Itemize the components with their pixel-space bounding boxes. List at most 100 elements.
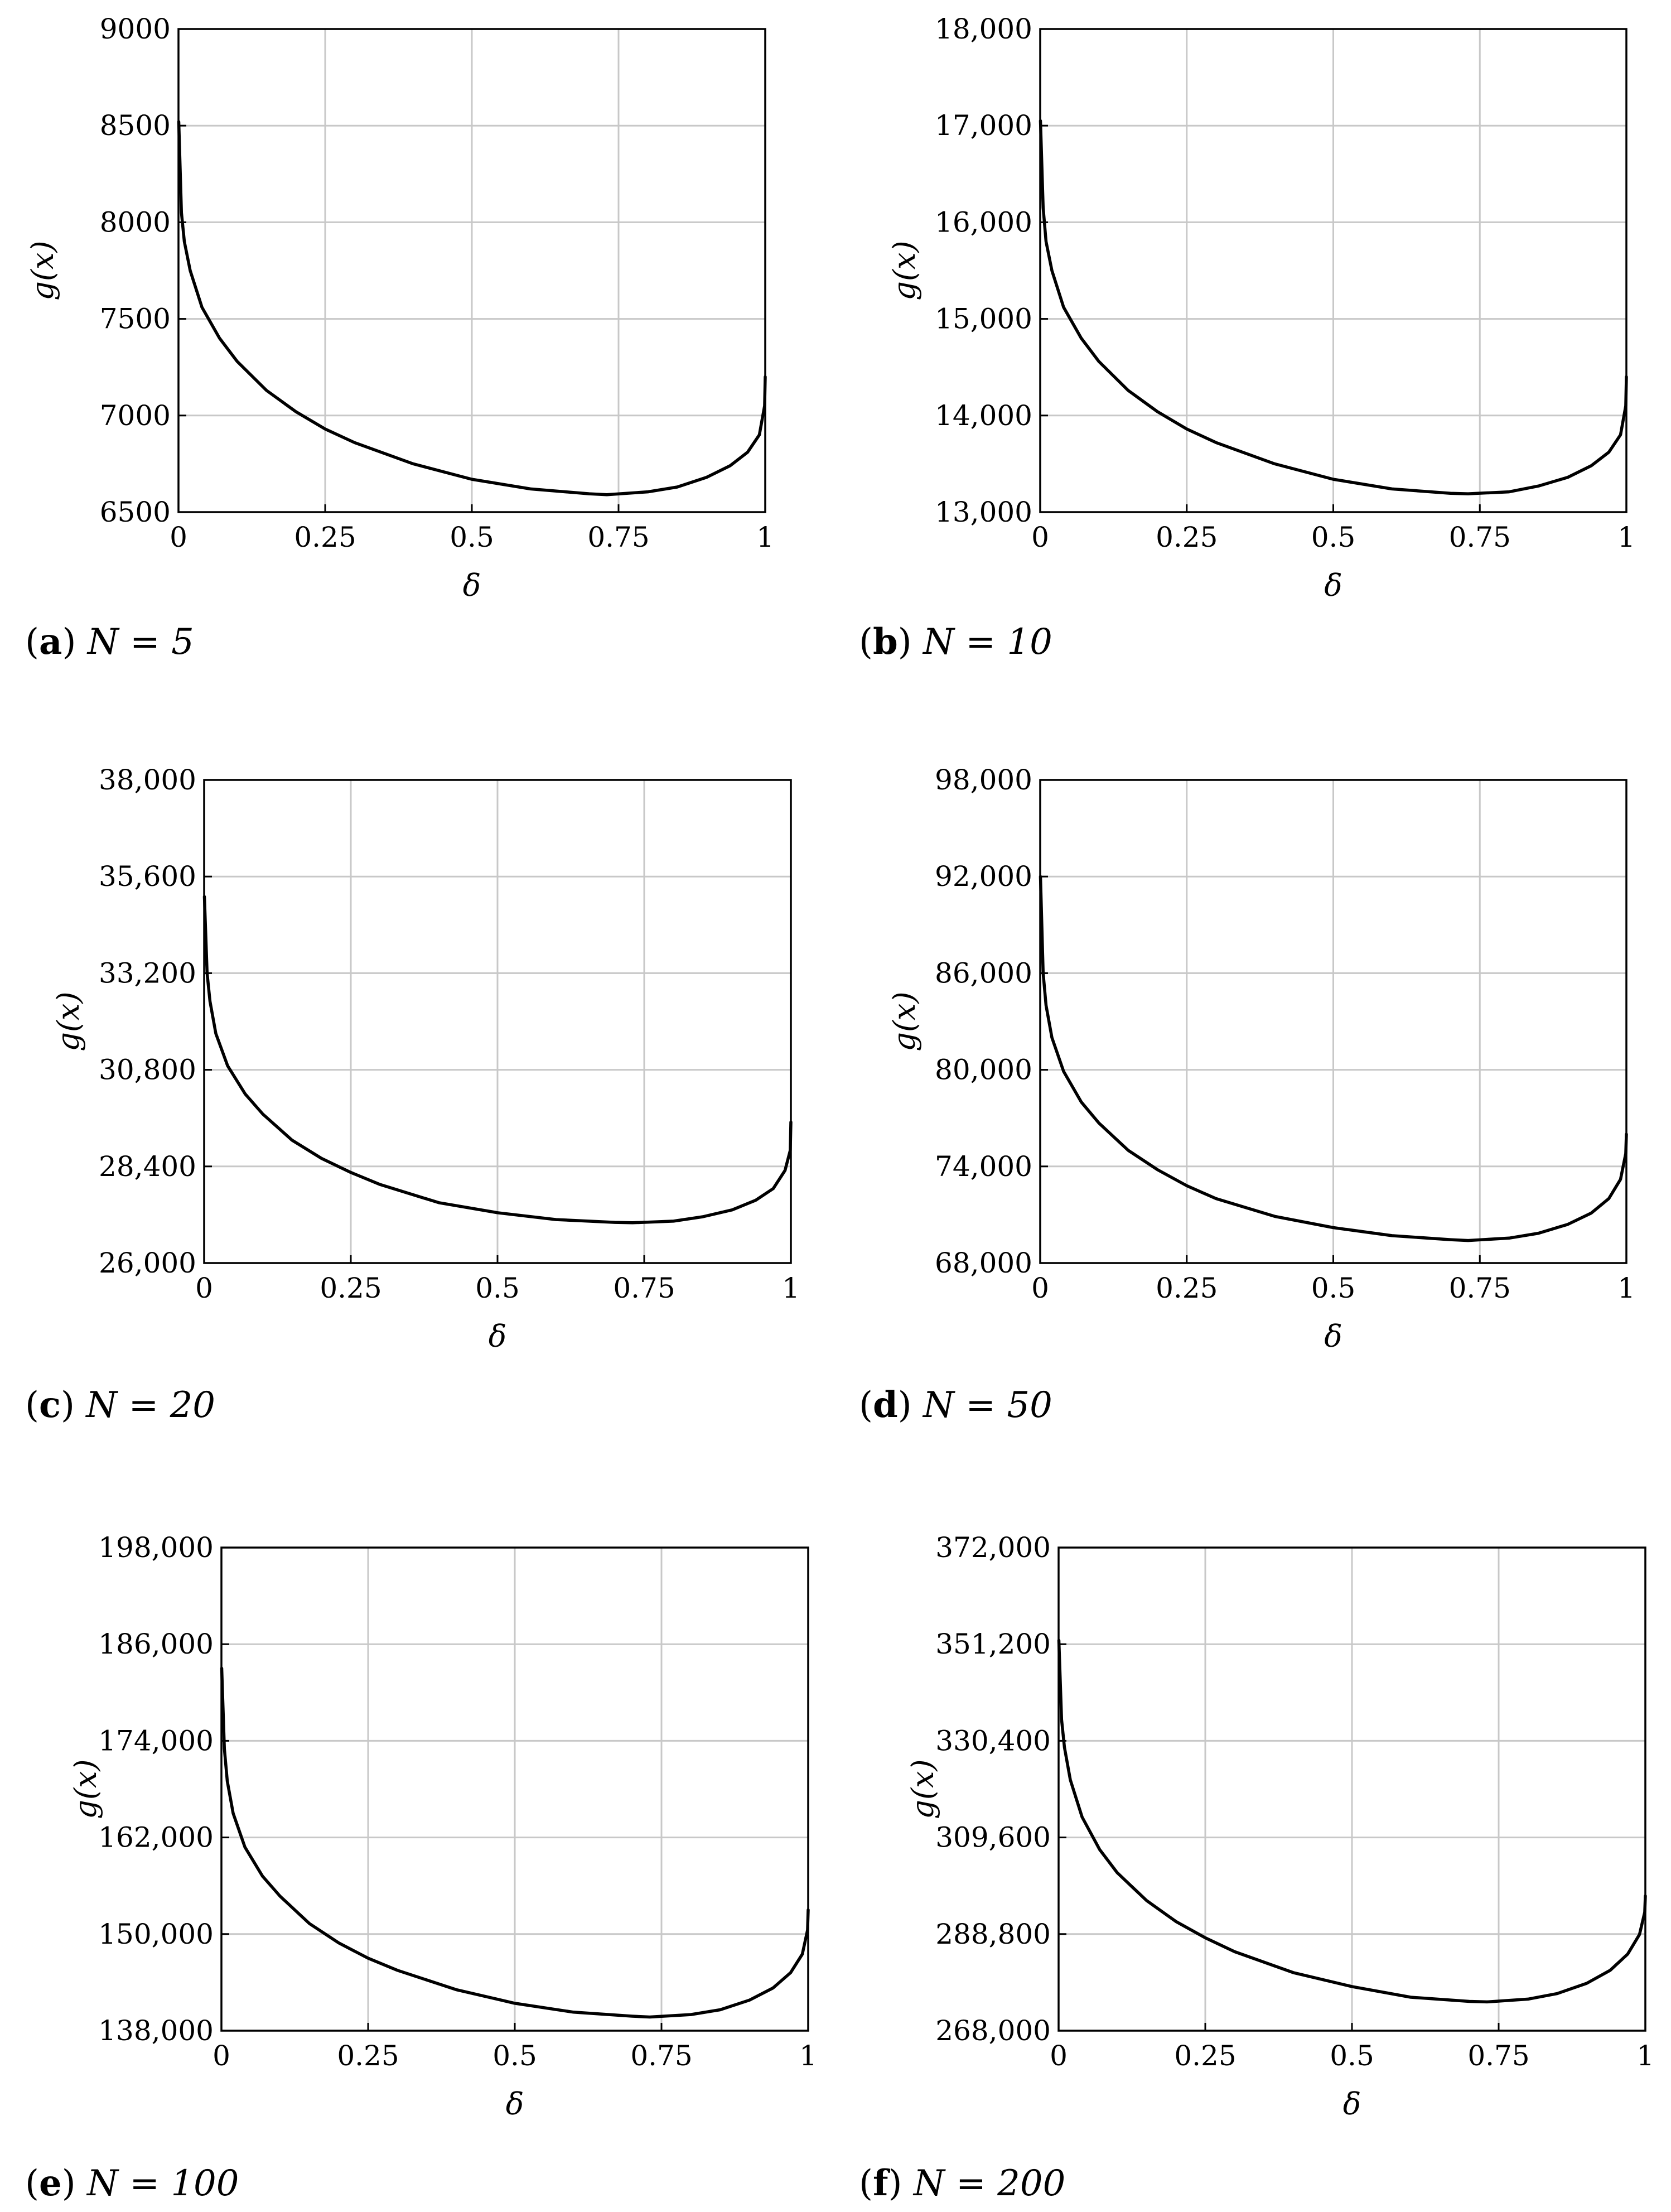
x-tick-label: 1 <box>799 2040 817 2072</box>
y-tick-label: 7000 <box>100 399 171 432</box>
caption-paren-close: ) <box>898 621 923 663</box>
y-tick-label: 268,000 <box>935 2015 1051 2047</box>
caption-paren-open: ( <box>25 621 39 663</box>
y-tick-label: 288,800 <box>935 1918 1051 1950</box>
caption-paren-open: ( <box>859 1385 873 1426</box>
x-tick-label: 0.75 <box>587 521 649 553</box>
series-line-b <box>1039 119 1628 495</box>
panel-d: 0 0.25 0.5 0.75 1 68,000 74,000 80,000 86,000 92,… <box>859 764 1635 1426</box>
x-axis-label: δ <box>1324 568 1342 603</box>
caption-paren-close: ) <box>62 621 87 663</box>
y-axis-label: g(x) <box>887 240 922 300</box>
panel-caption: (b) N = 10 <box>859 621 1052 663</box>
x-axis-label: δ <box>1343 2086 1361 2122</box>
caption-label: d <box>873 1384 898 1426</box>
y-tick-label: 7500 <box>100 303 171 335</box>
x-tick-label: 0.75 <box>630 2040 692 2072</box>
panel-a: 0 0.25 0.5 0.75 1 6500 7000 7500 8000 8500 9000 δ g(… <box>25 13 774 663</box>
caption-text: N = 5 <box>86 621 194 663</box>
panel-b: 0 0.25 0.5 0.75 1 13,000 14,000 15,000 16,000 17,… <box>859 13 1635 663</box>
x-axis-label: δ <box>1324 1319 1342 1354</box>
x-tick-label: 0.75 <box>1467 2040 1529 2072</box>
caption-text: N = 200 <box>912 2163 1065 2204</box>
y-tick-label: 86,000 <box>935 957 1032 989</box>
series-line-a <box>177 120 767 497</box>
x-tick-label: 0.5 <box>450 521 494 553</box>
caption-text: N = 100 <box>86 2163 239 2204</box>
y-tick-label: 174,000 <box>98 1724 214 1757</box>
plot-frame <box>1039 779 1627 1264</box>
y-tick-label: 18,000 <box>935 13 1032 45</box>
series-line-e <box>220 1666 810 2019</box>
y-tick-label: 309,600 <box>935 1821 1051 1854</box>
series-line-d <box>1039 875 1628 1242</box>
y-axis-label: g(x) <box>51 991 86 1051</box>
x-tick-label: 0.25 <box>337 2040 399 2072</box>
x-tick-label: 0.5 <box>1311 1272 1356 1304</box>
x-tick-label: 0.25 <box>1156 521 1218 553</box>
caption-paren-close: ) <box>61 1385 86 1426</box>
caption-paren-open: ( <box>859 621 873 663</box>
x-tick-label: 1 <box>756 521 774 553</box>
x-tick-label: 0.75 <box>1449 521 1511 553</box>
x-tick-label: 0.25 <box>1174 2040 1236 2072</box>
y-tick-label: 16,000 <box>935 206 1032 238</box>
y-tick-label: 26,000 <box>99 1247 196 1279</box>
y-tick-label: 372,000 <box>935 1531 1051 1564</box>
caption-paren-open: ( <box>859 2163 873 2204</box>
y-tick-label: 28,400 <box>99 1150 196 1183</box>
x-tick-label: 1 <box>1636 2040 1654 2072</box>
y-tick-label: 330,400 <box>935 1724 1051 1757</box>
caption-text: N = 20 <box>85 1385 215 1426</box>
y-tick-label: 33,200 <box>99 957 196 989</box>
y-tick-label: 13,000 <box>935 496 1032 528</box>
x-tick-label: 0.75 <box>613 1272 675 1304</box>
x-tick-label: 0 <box>1031 521 1049 553</box>
caption-paren-close: ) <box>62 2163 87 2204</box>
x-tick-label: 0.5 <box>1311 521 1356 553</box>
y-tick-label: 138,000 <box>98 2015 214 2047</box>
y-tick-label: 68,000 <box>935 1247 1032 1279</box>
caption-text: N = 50 <box>922 1385 1052 1426</box>
x-tick-label: 0 <box>213 2040 230 2072</box>
caption-text: N = 10 <box>922 621 1052 663</box>
y-tick-label: 15,000 <box>935 303 1032 335</box>
caption-label: f <box>873 2162 890 2204</box>
panel-e: 0 0.25 0.5 0.75 1 138,000 150,000 162,000 174,00… <box>25 1531 817 2204</box>
caption-paren-open: ( <box>25 1385 39 1426</box>
panel-caption: (c) N = 20 <box>25 1384 215 1426</box>
y-tick-label: 351,200 <box>935 1628 1051 1660</box>
y-tick-label: 198,000 <box>98 1531 214 1564</box>
y-tick-label: 162,000 <box>98 1821 214 1854</box>
y-tick-label: 14,000 <box>935 399 1032 432</box>
y-tick-label: 186,000 <box>98 1628 214 1660</box>
x-tick-label: 0.5 <box>492 2040 537 2072</box>
x-axis-label: δ <box>506 2086 524 2122</box>
panel-caption: (f) N = 200 <box>859 2162 1065 2204</box>
y-tick-label: 98,000 <box>935 764 1032 796</box>
series-line-c <box>202 895 793 1225</box>
y-axis-label: g(x) <box>905 1759 940 1819</box>
panel-caption: (d) N = 50 <box>859 1384 1052 1426</box>
caption-label: b <box>873 621 898 663</box>
x-tick-label: 1 <box>1617 1272 1635 1304</box>
x-axis-label: δ <box>489 1319 507 1354</box>
y-axis-label: g(x) <box>25 240 60 300</box>
y-tick-label: 92,000 <box>935 860 1032 893</box>
caption-paren-open: ( <box>25 2163 39 2204</box>
plot-frame <box>1057 1546 1646 2032</box>
plot-frame <box>177 28 766 513</box>
x-tick-label: 1 <box>1617 521 1635 553</box>
series-line-f <box>1057 1638 1647 2004</box>
x-tick-label: 0.5 <box>475 1272 520 1304</box>
panel-f: 0 0.25 0.5 0.75 1 268,000 288,800 309,600 330,40… <box>859 1531 1654 2204</box>
x-tick-label: 0 <box>1050 2040 1068 2072</box>
panel-caption: (e) N = 100 <box>25 2162 239 2204</box>
x-tick-label: 0 <box>195 1272 213 1304</box>
plot-frame <box>203 779 792 1264</box>
x-tick-label: 0.25 <box>1156 1272 1218 1304</box>
x-tick-label: 1 <box>782 1272 800 1304</box>
y-tick-label: 6500 <box>100 496 171 528</box>
